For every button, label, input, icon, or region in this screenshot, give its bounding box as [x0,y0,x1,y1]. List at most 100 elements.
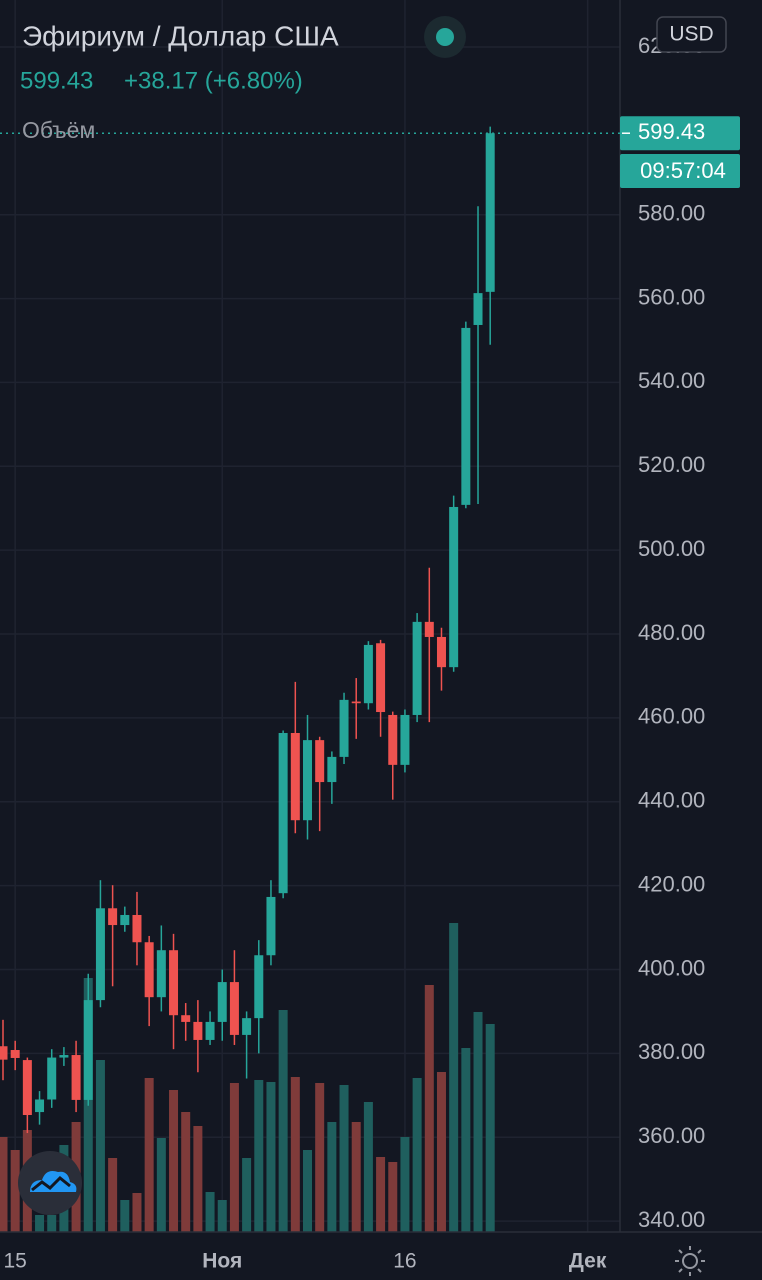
candle-body [388,714,398,765]
candle-body [10,1050,20,1058]
candle-body [485,133,495,292]
candle-body [266,896,276,956]
candle-body [144,942,154,998]
volume-bar [120,1200,130,1232]
volume-bar [449,923,459,1232]
candle-body [315,740,325,783]
candle-body [35,1099,45,1113]
price: 599.43 [20,67,93,94]
y-tick-label: 380.00 [638,1039,705,1064]
volume-bar [485,1024,495,1232]
candle-body [254,955,264,1019]
candle-body [193,1021,203,1040]
candle-body [461,327,471,505]
candle-body [229,982,239,1035]
candle-body [156,950,166,998]
candle-body [132,914,142,943]
volume-bar [229,1083,239,1232]
candle-body [47,1057,57,1100]
candle-body [290,732,300,821]
y-tick-label: 500.00 [638,536,705,561]
volume-bar [400,1137,410,1232]
candle-body [400,714,410,765]
volume-bar [0,1137,8,1232]
volume-bar [108,1158,118,1232]
candle-body [22,1060,32,1116]
y-tick-label: 560.00 [638,284,705,309]
y-tick-label: 480.00 [638,620,705,645]
volume-bar [303,1150,312,1232]
last-price-label: 599.43 [638,119,705,144]
currency-button[interactable] [656,16,727,53]
volume-bar [205,1192,215,1232]
candle-body [303,740,312,821]
y-tick-label: 440.00 [638,788,705,813]
candle-body [217,982,227,1022]
volume-bar [436,1072,446,1232]
y-tick-label: 400.00 [638,955,705,980]
volume-bar [169,1090,179,1232]
axis-layer: 340.00 360.00 380.00 400.00 420.00 440.00 460.… [0,33,740,1273]
candle-body [108,908,118,926]
volume-bar [193,1126,203,1232]
volume-bar [156,1138,166,1232]
candle-body [436,636,446,668]
y-tick-label: 420.00 [638,871,705,896]
y-tick-label: 460.00 [638,704,705,729]
status-dot [436,28,454,46]
currency: USD [669,23,713,46]
volume-bar [266,1082,276,1232]
y-tick-label: 520.00 [638,452,705,477]
candle-body [120,914,130,926]
y-tick-label: 360.00 [638,1123,705,1148]
candle-body [424,621,434,637]
y-tick-label: 540.00 [638,368,705,393]
volume-bar [461,1048,471,1232]
volume-bar [10,1150,20,1232]
volume-bar [388,1162,398,1232]
volume-bar [339,1085,349,1232]
volume-bar [181,1112,191,1232]
volume-bar [254,1080,264,1232]
volume-bar [217,1200,227,1232]
x-tick-label: 16 [393,1250,416,1273]
countdown-box [620,154,740,188]
candle-body [327,756,337,783]
volume-bar [315,1083,325,1232]
x-tick-label: 15 [4,1250,27,1273]
candle-body [242,1018,252,1035]
volume-bar [95,1060,105,1232]
candle-body [449,506,459,668]
candle-body [181,1015,191,1022]
candle-body [59,1055,69,1058]
volume-bar [47,1215,57,1232]
volume-bar [363,1102,373,1232]
volume-bar [242,1158,252,1232]
volume-bar [424,985,434,1232]
volume-bar [376,1157,386,1232]
volume-bar [144,1078,154,1232]
y-tick-label: 580.00 [638,201,705,226]
candle-body [412,621,422,715]
candle-body [95,908,105,1001]
candle-body [363,644,373,704]
settings-icon[interactable] [675,1246,705,1276]
candle-body [0,1046,8,1060]
volume-bar [132,1193,142,1232]
logo-line [31,1175,71,1192]
volume-bar [412,1078,422,1232]
logo-cloud [30,1171,77,1192]
candle-body [351,701,361,704]
x-tick-label: Дек [569,1250,607,1273]
volume-bar [351,1122,361,1232]
candle-layer [0,126,495,1134]
candle-body [169,950,179,1016]
candle-body [473,293,483,325]
candle-body [339,699,349,757]
candle-body [83,1000,93,1100]
countdown: 09:57:04 [640,158,726,183]
y-tick-label: 340.00 [638,1207,705,1232]
chart-title: Эфириум / Доллар США [22,20,339,51]
change: +38.17 (+6.80%) [124,67,303,94]
